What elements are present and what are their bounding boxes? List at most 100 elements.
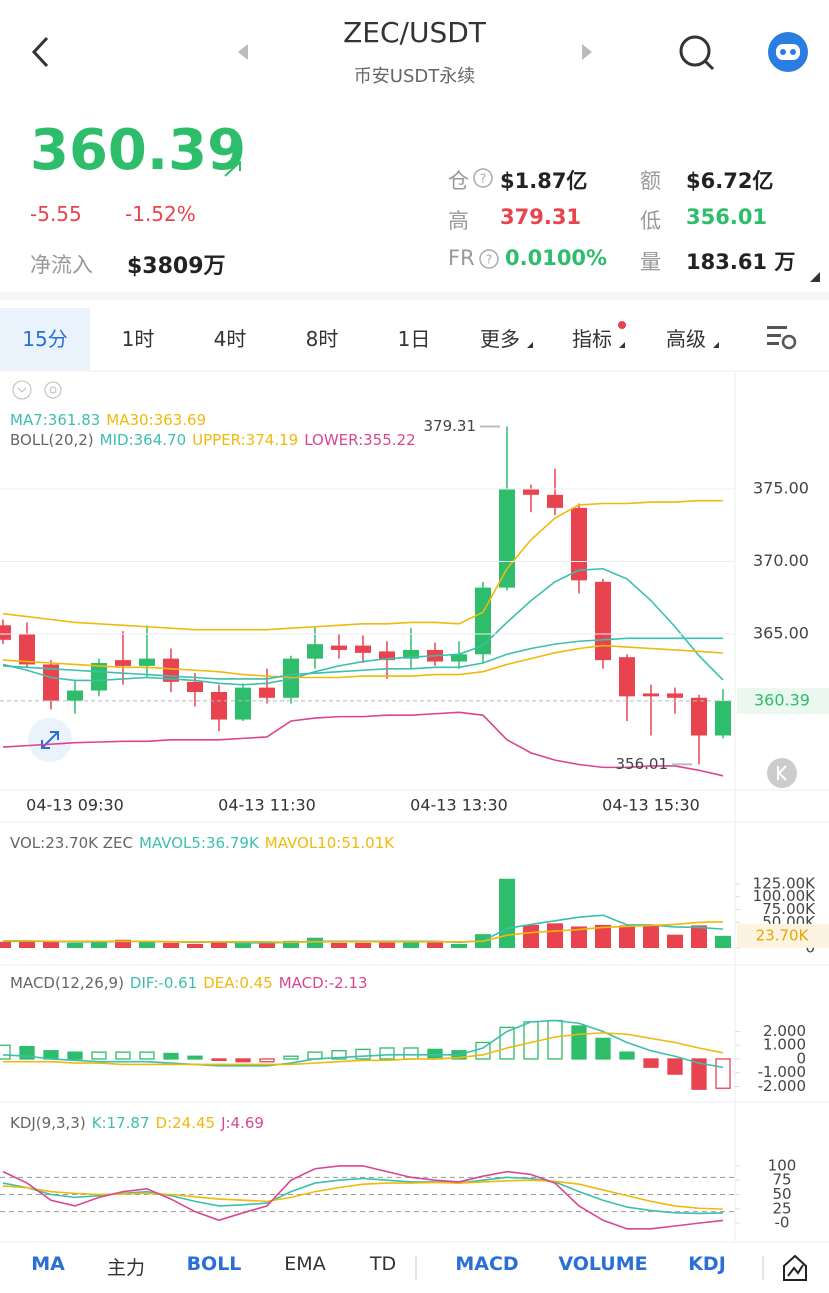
next-symbol[interactable] (582, 44, 592, 60)
legend-item: MAVOL10:51.01K (265, 834, 395, 852)
prev-symbol[interactable] (238, 44, 248, 60)
macd-bar (355, 1048, 371, 1060)
volume-bar (43, 941, 59, 948)
candle-body (547, 494, 563, 508)
indicator-line (2, 637, 723, 680)
tab[interactable]: 8时 (305, 327, 339, 351)
indicator-legend: KDJ(9,3,3) K:17.87 D:24.45 J:4.69 (10, 1114, 264, 1132)
stat-label: 量 (640, 250, 661, 274)
last-volume-tag (737, 923, 829, 948)
legend-item: D:24.45 (156, 1114, 216, 1132)
candle-body (331, 645, 347, 650)
candle-body (211, 691, 227, 720)
macd-bar (571, 1025, 587, 1060)
volume-bar (619, 925, 635, 948)
volume-bar (571, 926, 587, 948)
candle-body (379, 651, 395, 661)
volume-bar (91, 941, 107, 948)
volume-bar (67, 942, 83, 948)
assistant-avatar[interactable] (768, 32, 808, 72)
legend-item: MA7:361.83 (10, 411, 100, 429)
indicator-toggle[interactable]: MA (31, 1253, 65, 1275)
stat-value: $1.87亿 (500, 169, 588, 193)
settings-icon[interactable] (767, 326, 797, 350)
tab[interactable]: 高级 (666, 327, 706, 351)
candle-body (115, 660, 131, 666)
volume-bar (259, 942, 275, 948)
macd-bar (163, 1052, 179, 1060)
x-tick-label: 04-13 13:30 (410, 796, 508, 815)
stat-value: 183.61 万 (686, 250, 796, 274)
expand-indicator[interactable] (810, 272, 820, 282)
tab[interactable]: 4时 (213, 327, 247, 351)
candle-body (643, 693, 659, 697)
info-icon: ? (473, 168, 493, 188)
candle-body (667, 693, 683, 698)
volume-bar (379, 941, 395, 948)
legend-item: MAVOL5:36.79K (139, 834, 260, 852)
indicator-toggle[interactable]: 主力 (106, 1257, 145, 1279)
y-tick-label: 2.000 (763, 1022, 806, 1040)
tab[interactable]: 1时 (121, 327, 155, 351)
tab[interactable]: 更多 (480, 327, 520, 351)
indicator-legend: BOLL(20,2) MID:364.70 UPPER:374.19 LOWER:35… (10, 431, 416, 449)
indicator-toggle[interactable]: BOLL (186, 1253, 242, 1275)
volume-bar (283, 940, 299, 948)
indicator-line (2, 567, 724, 686)
candle-body (43, 664, 59, 701)
stat-label: 低 (640, 209, 661, 233)
stat-value: 379.31 (500, 205, 582, 229)
legend-item: BOLL(20,2) (10, 431, 94, 449)
y-tick-label: 100.00K (753, 887, 816, 905)
stat-value: $6.72亿 (686, 169, 774, 193)
indicator-toggle[interactable]: VOLUME (558, 1253, 648, 1275)
y-tick-label: 75 (772, 1171, 791, 1189)
tab[interactable]: 指标 (572, 327, 612, 351)
indicator-toggle[interactable]: MACD (455, 1253, 519, 1275)
indicator-toggle[interactable]: KDJ (688, 1253, 726, 1275)
candle-body (259, 687, 275, 698)
stat-label: FR (448, 246, 475, 270)
back-button[interactable] (31, 36, 49, 68)
scroll-latest-button[interactable] (767, 758, 797, 788)
search-button[interactable] (679, 35, 715, 71)
volume-bar (355, 942, 371, 948)
indicator-legend: VOL:23.70K ZEC MAVOL5:36.79K MAVOL10:51.01… (10, 834, 395, 852)
divider (0, 292, 829, 300)
macd-bar (259, 1058, 275, 1063)
indicator-line (2, 1179, 724, 1210)
legend-item: UPPER:374.19 (192, 431, 298, 449)
y-tick-label: -0 (775, 1214, 790, 1232)
tab[interactable]: 15分 (0, 308, 90, 370)
candle-body (235, 687, 251, 720)
tab[interactable]: 1日 (397, 327, 431, 351)
macd-bar (115, 1051, 131, 1060)
stat-value: 356.01 (686, 205, 768, 229)
macd-bar (691, 1058, 707, 1090)
candle-body (499, 489, 515, 588)
fullscreen-button[interactable] (28, 718, 72, 762)
volume-bar (523, 924, 539, 948)
y-tick-label: 0 (796, 1049, 806, 1067)
macd-bar (547, 1019, 563, 1060)
legend-item: KDJ(9,3,3) (10, 1114, 86, 1132)
volume-bar (139, 941, 155, 948)
candle-body (19, 633, 35, 665)
candle-body (571, 507, 587, 581)
chart-tools[interactable] (12, 380, 62, 400)
drawing-tool[interactable] (783, 1254, 807, 1281)
y-tick-label: 125.00K (753, 874, 816, 892)
candle-body (451, 654, 467, 662)
macd-bar (595, 1037, 611, 1060)
macd-bar (283, 1055, 299, 1060)
candle-body (595, 581, 611, 661)
indicator-toggle[interactable]: EMA (284, 1253, 326, 1275)
stat-label: 仓 (448, 169, 469, 193)
volume-bar (163, 942, 179, 948)
candle-body (355, 645, 371, 653)
volume-bar (691, 925, 707, 948)
indicator-toggle[interactable]: TD (369, 1253, 397, 1275)
candle-body (475, 587, 491, 655)
